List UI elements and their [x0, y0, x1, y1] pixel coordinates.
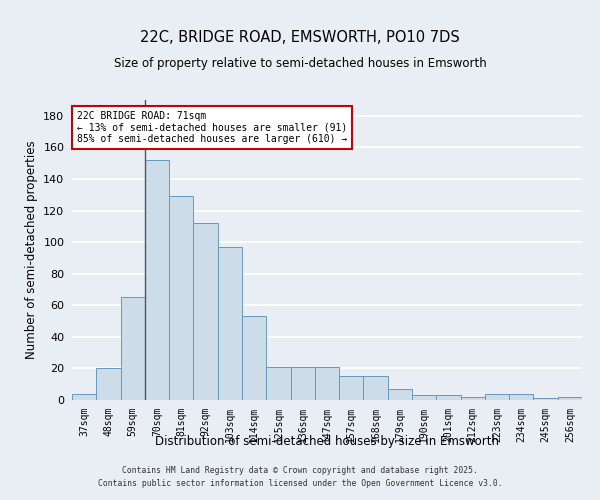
Bar: [509, 394, 533, 400]
Y-axis label: Number of semi-detached properties: Number of semi-detached properties: [25, 140, 38, 360]
Bar: [290, 367, 315, 400]
Bar: [145, 160, 169, 400]
Bar: [242, 316, 266, 400]
Bar: [436, 396, 461, 400]
Bar: [388, 389, 412, 400]
Text: 22C, BRIDGE ROAD, EMSWORTH, PO10 7DS: 22C, BRIDGE ROAD, EMSWORTH, PO10 7DS: [140, 30, 460, 45]
Bar: [218, 247, 242, 400]
Bar: [412, 396, 436, 400]
Bar: [266, 367, 290, 400]
Text: Contains HM Land Registry data © Crown copyright and database right 2025.
Contai: Contains HM Land Registry data © Crown c…: [98, 466, 502, 487]
Bar: [533, 398, 558, 400]
Bar: [72, 394, 96, 400]
Text: 22C BRIDGE ROAD: 71sqm
← 13% of semi-detached houses are smaller (91)
85% of sem: 22C BRIDGE ROAD: 71sqm ← 13% of semi-det…: [77, 111, 347, 144]
Bar: [121, 298, 145, 400]
Bar: [193, 223, 218, 400]
Bar: [339, 376, 364, 400]
Bar: [96, 368, 121, 400]
Bar: [315, 367, 339, 400]
Text: Distribution of semi-detached houses by size in Emsworth: Distribution of semi-detached houses by …: [155, 434, 499, 448]
Bar: [461, 397, 485, 400]
Bar: [485, 394, 509, 400]
Text: Size of property relative to semi-detached houses in Emsworth: Size of property relative to semi-detach…: [113, 58, 487, 70]
Bar: [558, 397, 582, 400]
Bar: [364, 376, 388, 400]
Bar: [169, 196, 193, 400]
